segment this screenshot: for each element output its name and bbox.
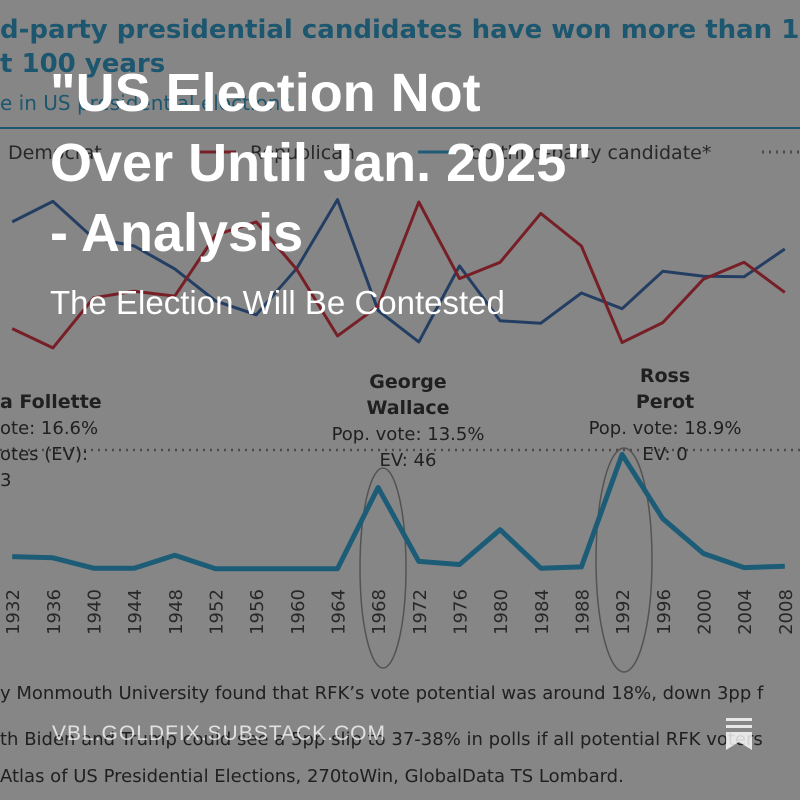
site-name: VBL.GOLDFIX.SUBSTACK.COM [52,722,387,745]
card-title: "US Election Not Over Until Jan. 2025" -… [50,63,592,263]
bookmark-icon [726,718,752,750]
card-subtitle: The Election Will Be Contested [50,284,505,321]
